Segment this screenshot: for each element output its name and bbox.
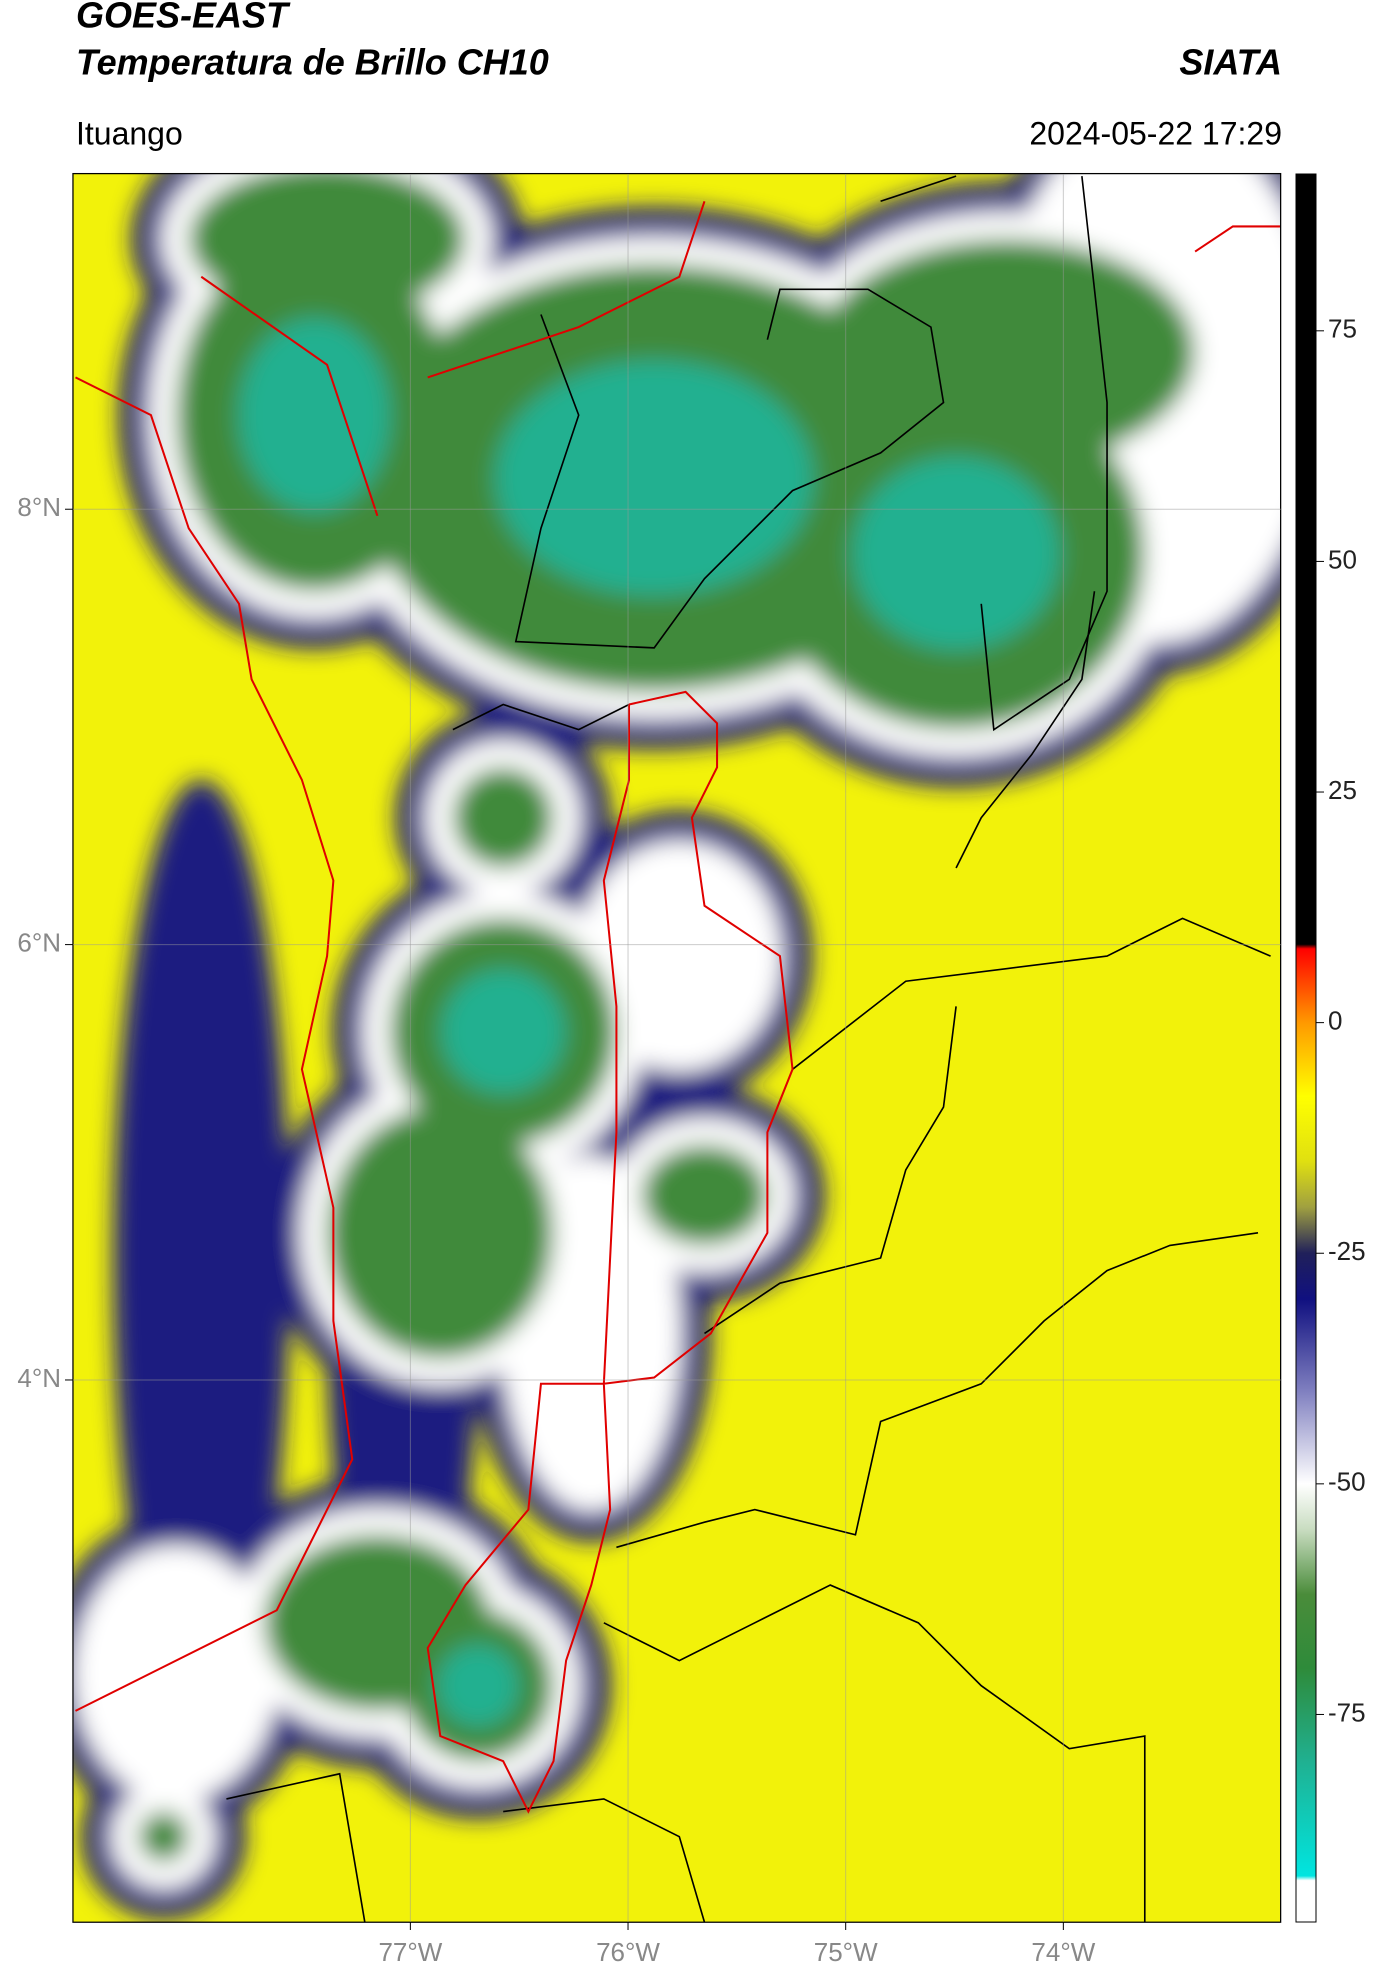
cloud-edge xyxy=(113,779,290,1737)
cloud-field xyxy=(72,173,1281,1919)
cloud xyxy=(72,1544,280,1802)
borders xyxy=(226,175,1271,1923)
cloud xyxy=(852,456,1060,651)
x-tick-label: 74°W xyxy=(1031,1937,1095,1967)
cloud xyxy=(436,1644,520,1728)
subtitle: Temperatura de Brillo CH10 xyxy=(76,42,549,83)
department-borders xyxy=(75,200,1281,1814)
source: SIATA xyxy=(1179,42,1282,83)
cloud xyxy=(440,969,566,1094)
colorbar xyxy=(1295,173,1317,1923)
colorbar-tick-label: -25 xyxy=(1328,1236,1366,1266)
colorbar-tick-label: 75 xyxy=(1328,314,1357,344)
y-tick-label: 4°N xyxy=(17,1363,61,1393)
cloud xyxy=(641,1144,768,1246)
cloud xyxy=(817,239,1196,466)
map-frame xyxy=(72,172,1282,1923)
title: GOES-EAST xyxy=(76,0,291,36)
cloud xyxy=(238,318,391,513)
datetime: 2024-05-22 17:29 xyxy=(1029,115,1282,151)
colorbar-tick-label: 25 xyxy=(1328,775,1357,805)
colorbar-tick-label: -75 xyxy=(1328,1697,1366,1727)
x-tick-label: 76°W xyxy=(596,1937,660,1967)
colorbar-tick-label: -50 xyxy=(1328,1467,1366,1497)
cloud xyxy=(138,1811,189,1862)
map-image xyxy=(72,172,1282,1923)
y-tick-label: 6°N xyxy=(17,927,61,957)
y-tick-label: 8°N xyxy=(17,492,61,522)
cloud xyxy=(452,767,554,869)
x-tick-label: 75°W xyxy=(814,1937,878,1967)
x-tick-label: 77°W xyxy=(378,1937,442,1967)
colorbar-tick-label: 50 xyxy=(1328,544,1357,574)
cloud xyxy=(495,360,814,596)
cloud xyxy=(327,1107,554,1359)
location: Ituango xyxy=(76,115,183,151)
colorbar-tick-label: 0 xyxy=(1328,1006,1342,1036)
cloud xyxy=(188,173,466,315)
